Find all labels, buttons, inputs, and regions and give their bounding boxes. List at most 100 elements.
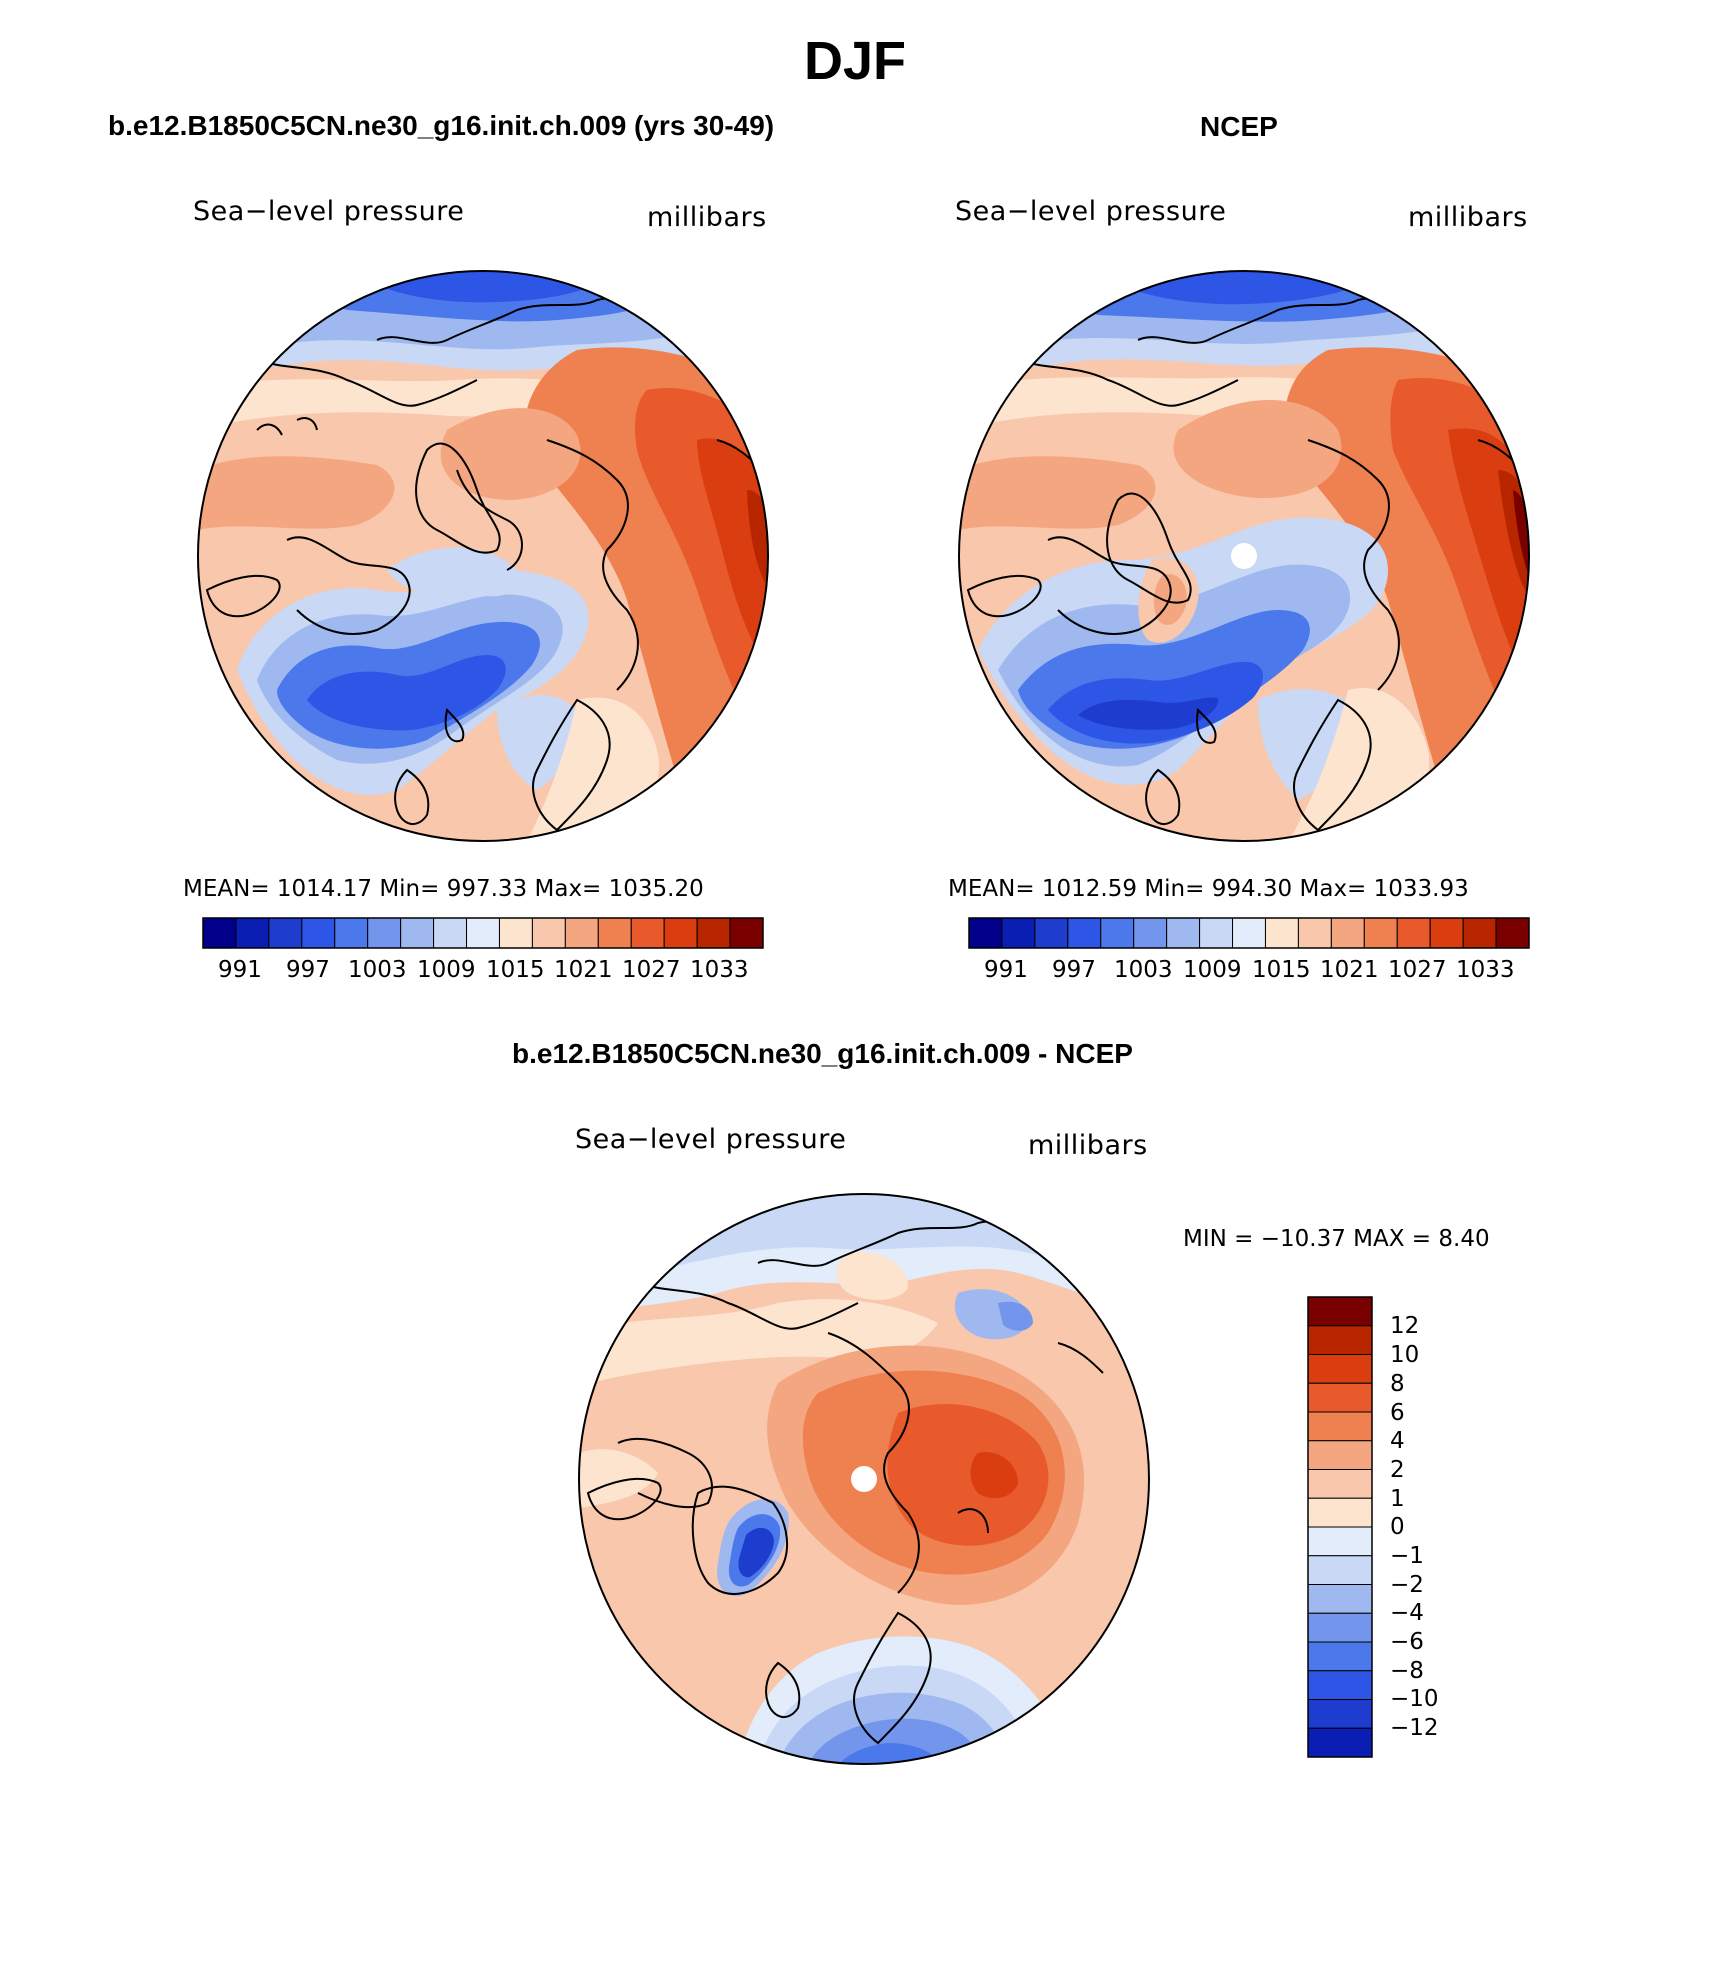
panel-1-tick-997: 997 bbox=[286, 957, 330, 983]
diff-tick-minus-6: −6 bbox=[1390, 1629, 1424, 1655]
panel-1-tick-991: 991 bbox=[218, 957, 262, 983]
diff-panel-polar-map bbox=[578, 1193, 1150, 1765]
diff-colorbar-boxes bbox=[1307, 1296, 1373, 1758]
panel-1-colorbar-box-12 bbox=[597, 917, 632, 949]
panel-2-colorbar bbox=[968, 917, 1530, 949]
panel-1-tick-1027: 1027 bbox=[622, 957, 681, 983]
diff-panel-title: b.e12.B1850C5CN.ne30_g16.init.ch.009 - N… bbox=[512, 1038, 1133, 1069]
diff-colorbar-box-1 bbox=[1307, 1325, 1373, 1355]
panel-1-colorbar-ticks: 991 997 1003 1009 1015 1021 1027 1033 bbox=[203, 957, 763, 987]
panel-2-pole-marker bbox=[1231, 543, 1257, 569]
panel-2-colorbar-ticks: 991 997 1003 1009 1015 1021 1027 1033 bbox=[969, 957, 1529, 987]
panel-1-tick-1021: 1021 bbox=[554, 957, 613, 983]
panel-2-colorbar-box-1 bbox=[1001, 917, 1036, 949]
diff-tick-2: 2 bbox=[1390, 1457, 1405, 1483]
panel-2-colorbar-box-4 bbox=[1100, 917, 1135, 949]
diff-tick-6: 6 bbox=[1390, 1400, 1405, 1426]
panel-1-colorbar-box-11 bbox=[564, 917, 599, 949]
diff-panel-pole-marker bbox=[851, 1466, 877, 1492]
panel-2-tick-1015: 1015 bbox=[1252, 957, 1311, 983]
panel-2-colorbar-boxes bbox=[968, 917, 1530, 949]
panel-2-tick-997: 997 bbox=[1052, 957, 1096, 983]
panel-2-colorbar-box-11 bbox=[1330, 917, 1365, 949]
diff-colorbar-box-3 bbox=[1307, 1382, 1373, 1413]
panel-2-colorbar-box-7 bbox=[1199, 917, 1234, 949]
diff-tick-4: 4 bbox=[1390, 1428, 1405, 1454]
panel-2-colorbar-box-2 bbox=[1034, 917, 1069, 949]
panel-1-title: b.e12.B1850C5CN.ne30_g16.init.ch.009 (yr… bbox=[108, 110, 775, 141]
panel-2-colorbar-box-16 bbox=[1495, 917, 1530, 949]
panel-2-tick-1033: 1033 bbox=[1456, 957, 1515, 983]
panel-2-stats: MEAN= 1012.59 Min= 994.30 Max= 1033.93 bbox=[948, 876, 1469, 902]
diff-tick-10: 10 bbox=[1390, 1342, 1420, 1368]
diff-tick-minus-12: −12 bbox=[1390, 1715, 1439, 1741]
diff-tick-8: 8 bbox=[1390, 1371, 1405, 1397]
diff-colorbar-box-8 bbox=[1307, 1526, 1373, 1557]
panel-1-colorbar-box-6 bbox=[400, 917, 435, 949]
panel-1-left-label: Sea−level pressure bbox=[193, 196, 465, 227]
panel-1-tick-1015: 1015 bbox=[486, 957, 545, 983]
panel-2-tick-1003: 1003 bbox=[1114, 957, 1173, 983]
panel-2-polar-map bbox=[958, 270, 1530, 842]
panel-2-colorbar-box-9 bbox=[1264, 917, 1299, 949]
diff-tick-minus-10: −10 bbox=[1390, 1686, 1439, 1712]
diff-colorbar-box-5 bbox=[1307, 1440, 1373, 1470]
panel-1-colorbar-box-5 bbox=[367, 917, 402, 949]
panel-1-colorbar-box-3 bbox=[301, 917, 336, 949]
panel-1-units-label: millibars bbox=[647, 202, 767, 233]
panel-2-tick-1021: 1021 bbox=[1320, 957, 1379, 983]
panel-2-colorbar-box-15 bbox=[1462, 917, 1497, 949]
diff-panel-stats: MIN = −10.37 MAX = 8.40 bbox=[1183, 1226, 1490, 1252]
panel-2-colorbar-box-3 bbox=[1067, 917, 1102, 949]
panel-2-tick-1009: 1009 bbox=[1183, 957, 1242, 983]
diff-colorbar-box-6 bbox=[1307, 1469, 1373, 1499]
diff-colorbar-box-9 bbox=[1307, 1555, 1373, 1585]
diff-tick-1: 1 bbox=[1390, 1486, 1405, 1512]
panel-2-colorbar-box-5 bbox=[1133, 917, 1168, 949]
panel-2-title: NCEP bbox=[1200, 111, 1278, 142]
diff-colorbar-box-11 bbox=[1307, 1612, 1373, 1643]
panel-2-colorbar-box-8 bbox=[1232, 917, 1266, 949]
panel-2-colorbar-box-12 bbox=[1363, 917, 1398, 949]
panel-1-polar-map bbox=[197, 270, 769, 842]
diff-colorbar-ticks: 12 10 8 6 4 2 1 0 −1 −2 −4 −6 −8 −10 −12 bbox=[1390, 1297, 1470, 1757]
diff-colorbar-box-4 bbox=[1307, 1411, 1373, 1442]
panel-2-colorbar-box-0 bbox=[968, 917, 1003, 949]
panel-1-colorbar-box-13 bbox=[630, 917, 665, 949]
panel-1-colorbar-boxes bbox=[202, 917, 764, 949]
diff-panel-left-label: Sea−level pressure bbox=[575, 1124, 847, 1155]
diff-colorbar-box-2 bbox=[1307, 1354, 1373, 1384]
diff-tick-minus-4: −4 bbox=[1390, 1600, 1424, 1626]
diff-tick-minus-1: −1 bbox=[1390, 1543, 1424, 1569]
panel-2-tick-1027: 1027 bbox=[1388, 957, 1447, 983]
diff-colorbar-box-0 bbox=[1307, 1296, 1373, 1327]
diff-tick-0: 0 bbox=[1390, 1514, 1405, 1540]
panel-1-colorbar-box-1 bbox=[235, 917, 270, 949]
diff-tick-minus-8: −8 bbox=[1390, 1658, 1424, 1684]
panel-1-colorbar bbox=[202, 917, 764, 949]
panel-1-colorbar-box-4 bbox=[334, 917, 369, 949]
diff-colorbar-box-10 bbox=[1307, 1584, 1373, 1614]
diff-colorbar-box-14 bbox=[1307, 1699, 1373, 1729]
panel-2-left-label: Sea−level pressure bbox=[955, 196, 1227, 227]
diff-tick-minus-2: −2 bbox=[1390, 1572, 1424, 1598]
diff-panel-colorbar bbox=[1307, 1296, 1373, 1758]
diff-colorbar-box-13 bbox=[1307, 1670, 1373, 1700]
diff-colorbar-box-12 bbox=[1307, 1641, 1373, 1672]
panel-1-colorbar-box-15 bbox=[696, 917, 731, 949]
panel-1-colorbar-box-14 bbox=[663, 917, 698, 949]
panel-2-colorbar-box-13 bbox=[1396, 917, 1431, 949]
diff-tick-12: 12 bbox=[1390, 1313, 1420, 1339]
panel-2-tick-991: 991 bbox=[984, 957, 1028, 983]
panel-1-colorbar-box-9 bbox=[498, 917, 533, 949]
panel-1-colorbar-box-0 bbox=[202, 917, 237, 949]
panel-2-colorbar-box-14 bbox=[1429, 917, 1464, 949]
panel-1-colorbar-box-2 bbox=[268, 917, 303, 949]
panel-2-colorbar-box-10 bbox=[1297, 917, 1332, 949]
diff-panel-units-label: millibars bbox=[1028, 1130, 1148, 1161]
diff-colorbar-box-15 bbox=[1307, 1727, 1373, 1758]
panel-1-tick-1033: 1033 bbox=[690, 957, 749, 983]
figure-title: DJF bbox=[803, 31, 906, 91]
panel-1-colorbar-box-10 bbox=[531, 917, 566, 949]
panel-1-tick-1003: 1003 bbox=[348, 957, 407, 983]
